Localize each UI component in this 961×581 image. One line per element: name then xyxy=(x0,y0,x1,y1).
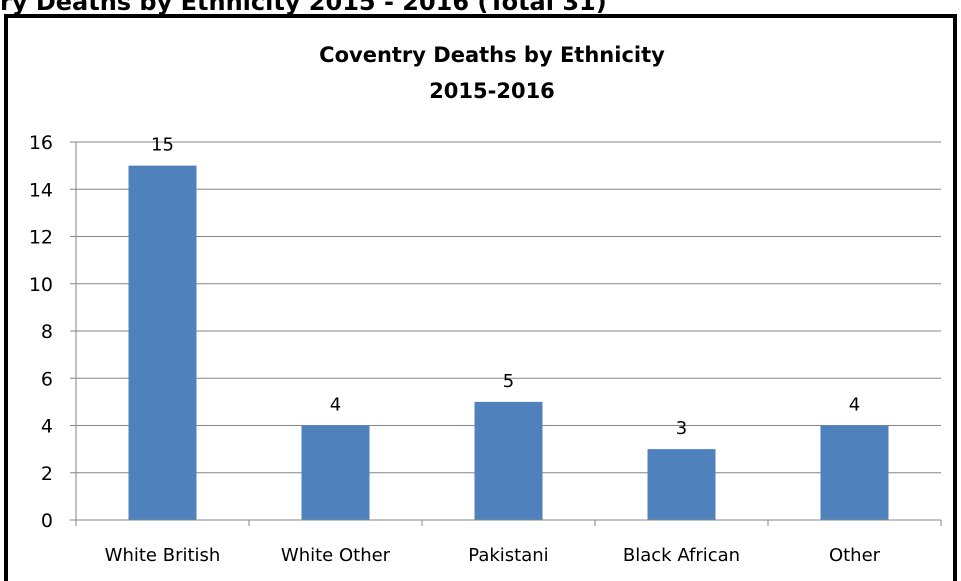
x-tick-label: Pakistani xyxy=(468,545,548,566)
chart-frame: Coventry Deaths by Ethnicity 2015-2016 0… xyxy=(4,14,957,581)
x-tick-label: Black African xyxy=(623,545,740,566)
data-label: 4 xyxy=(330,395,341,416)
y-tick-label: 16 xyxy=(29,132,53,154)
bar xyxy=(128,165,197,520)
y-tick-label: 6 xyxy=(41,368,53,390)
y-axis-tick-labels: 0 2 4 6 8 10 12 14 16 xyxy=(29,132,53,532)
x-tick-label: White Other xyxy=(281,545,391,566)
page-heading: ry Deaths by Ethnicity 2015 - 2016 (Tota… xyxy=(0,0,607,16)
data-label: 5 xyxy=(503,371,514,392)
y-tick-label: 12 xyxy=(29,227,53,249)
y-tick-label: 8 xyxy=(41,321,53,343)
bar xyxy=(301,425,370,520)
y-tick-label: 10 xyxy=(29,274,53,296)
data-labels: 15 4 5 3 4 xyxy=(151,135,860,440)
bar xyxy=(820,425,889,520)
y-tick-label: 2 xyxy=(41,463,53,485)
bar xyxy=(474,401,543,520)
x-axis-tick-labels: White British White Other Pakistani Black A… xyxy=(105,545,881,566)
chart-title-line1: Coventry Deaths by Ethnicity xyxy=(319,43,665,67)
chart-title-line2: 2015-2016 xyxy=(429,79,555,103)
y-tick-label: 0 xyxy=(41,510,53,532)
x-tick-label: White British xyxy=(105,545,221,566)
y-tick-label: 4 xyxy=(41,416,53,438)
x-tick-label: Other xyxy=(829,545,881,566)
axes xyxy=(70,141,942,526)
data-label: 4 xyxy=(849,395,860,416)
bars xyxy=(128,165,889,520)
bar xyxy=(647,449,716,520)
data-label: 15 xyxy=(151,135,174,156)
y-tick-label: 14 xyxy=(29,179,53,201)
data-label: 3 xyxy=(676,418,687,439)
